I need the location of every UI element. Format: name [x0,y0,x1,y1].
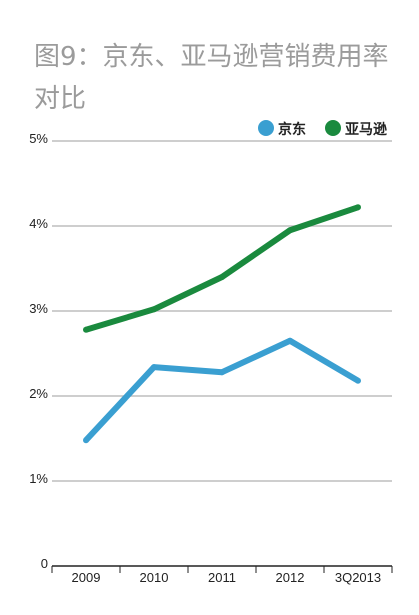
y-tick-label: 0 [41,556,48,571]
data-point [83,326,89,333]
x-tick-label: 2010 [140,570,169,585]
data-point [219,369,225,376]
legend: 京东 亚马逊 [258,120,387,138]
series-lines [83,204,361,444]
data-point [151,364,157,371]
y-tick-label: 5% [29,131,48,146]
data-point [219,274,225,280]
data-point [355,204,361,211]
chart-title: 图9：京东、亚马逊营销费用率对比 [34,42,389,114]
grid-lines [52,140,392,482]
y-tick-label: 1% [29,471,48,486]
legend-label-1: 亚马逊 [345,122,387,138]
series-line-0 [83,337,360,443]
data-point [83,437,89,444]
x-tick-label: 2012 [276,570,305,585]
y-tick-label: 4% [29,216,48,231]
legend-marker-0 [258,120,274,136]
y-tick-label: 2% [29,386,48,401]
legend-label-0: 京东 [278,121,306,138]
x-tick-label: 2011 [208,570,236,585]
y-tick-label: 3% [29,301,48,316]
legend-marker-1 [325,120,341,136]
data-point [287,337,293,344]
x-tick-label: 2009 [72,570,101,585]
y-tick-labels: 0 1% 2% 3% 4% 5% [29,131,48,571]
x-tick-label: 3Q2013 [335,570,381,585]
data-point [287,227,293,234]
data-point [355,377,361,384]
x-axis: 2009 2010 2011 2012 3Q2013 [51,565,393,585]
data-point [151,306,157,313]
